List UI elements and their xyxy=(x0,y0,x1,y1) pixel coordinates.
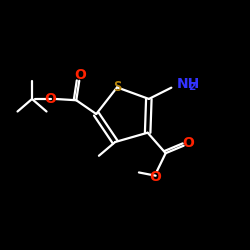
Text: O: O xyxy=(150,170,162,184)
Text: 2: 2 xyxy=(188,82,196,92)
Text: O: O xyxy=(44,92,56,106)
Text: NH: NH xyxy=(176,77,200,91)
Text: O: O xyxy=(74,68,86,82)
Text: O: O xyxy=(182,136,194,150)
Text: S: S xyxy=(113,80,121,94)
